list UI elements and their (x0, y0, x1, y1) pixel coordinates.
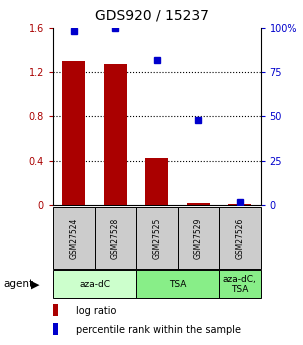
Text: GSM27526: GSM27526 (235, 217, 244, 259)
Text: ▶: ▶ (31, 279, 39, 289)
Text: GSM27528: GSM27528 (111, 217, 120, 259)
Text: GSM27524: GSM27524 (69, 217, 78, 259)
Bar (145, 158, 168, 205)
Bar (53, 304, 58, 316)
Bar (228, 204, 251, 205)
Text: GSM27529: GSM27529 (194, 217, 203, 259)
FancyBboxPatch shape (136, 207, 178, 269)
FancyBboxPatch shape (53, 270, 136, 298)
FancyBboxPatch shape (178, 207, 219, 269)
Text: log ratio: log ratio (76, 306, 116, 316)
FancyBboxPatch shape (95, 207, 136, 269)
Text: percentile rank within the sample: percentile rank within the sample (76, 325, 241, 335)
Text: GSM27525: GSM27525 (152, 217, 161, 259)
Text: TSA: TSA (169, 280, 186, 289)
FancyBboxPatch shape (53, 207, 95, 269)
FancyBboxPatch shape (219, 270, 261, 298)
FancyBboxPatch shape (219, 207, 261, 269)
FancyBboxPatch shape (136, 270, 219, 298)
Text: agent: agent (3, 279, 33, 289)
Bar (53, 323, 58, 335)
Text: aza-dC,
TSA: aza-dC, TSA (223, 275, 257, 294)
Bar (104, 64, 127, 205)
Text: GDS920 / 15237: GDS920 / 15237 (95, 9, 208, 23)
Text: aza-dC: aza-dC (79, 280, 110, 289)
Bar (62, 61, 85, 205)
Bar (187, 203, 210, 205)
